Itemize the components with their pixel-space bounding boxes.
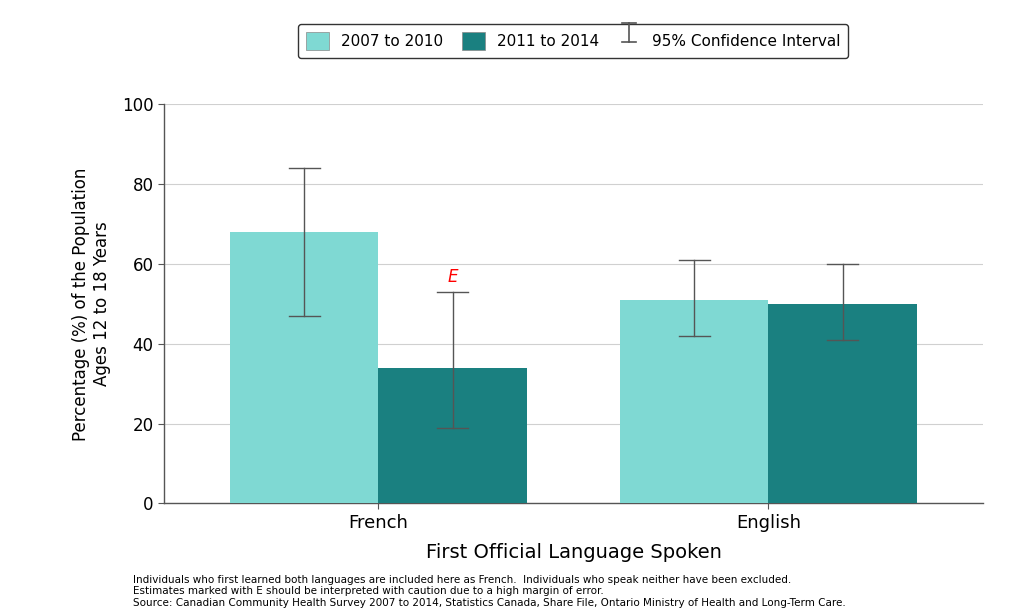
- Bar: [621, 300, 768, 503]
- Text: E: E: [447, 268, 458, 286]
- X-axis label: First Official Language Spoken: First Official Language Spoken: [426, 543, 721, 562]
- Y-axis label: Percentage (%) of the Population
Ages 12 to 18 Years: Percentage (%) of the Population Ages 12…: [72, 167, 111, 441]
- Bar: [768, 304, 916, 503]
- Legend: 2007 to 2010, 2011 to 2014, 95% Confidence Interval: 2007 to 2010, 2011 to 2014, 95% Confiden…: [298, 24, 849, 58]
- Bar: [230, 232, 379, 503]
- Bar: [379, 368, 526, 503]
- Text: Individuals who first learned both languages are included here as French.  Indiv: Individuals who first learned both langu…: [133, 575, 846, 608]
